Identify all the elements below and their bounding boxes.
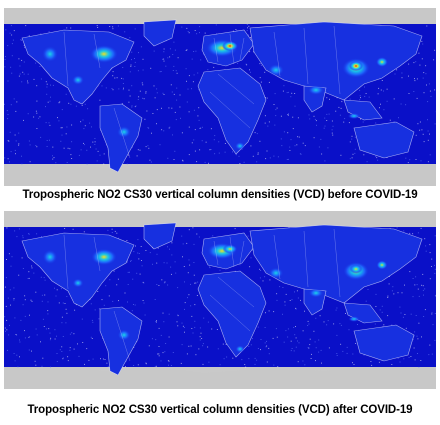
continent-se-asia [343, 302, 383, 324]
no2-map-after [4, 211, 436, 389]
caption-after: Tropospheric NO2 CS30 vertical column de… [27, 404, 413, 416]
country-borders [63, 25, 341, 159]
hotspot-south-africa [235, 345, 245, 353]
hotspot-india-north [308, 85, 324, 95]
arctic-cap [4, 8, 436, 24]
hotspot-mexico [72, 75, 84, 85]
hotspot-india-north [308, 288, 324, 298]
hotspot-china-core [349, 264, 363, 274]
hotspot-middle-east [268, 267, 284, 279]
hotspot-china-core [349, 61, 363, 71]
continent-south-america [99, 103, 143, 173]
continent-se-asia [343, 99, 383, 121]
hotspot-japan-korea [376, 57, 388, 67]
antarctica [4, 164, 436, 186]
hotspot-brazil-se [117, 126, 131, 138]
hotspot-us-west [42, 249, 58, 265]
continent-south-america [99, 306, 143, 376]
no2-map-before [4, 8, 436, 186]
continent-australia [353, 121, 415, 159]
hotspot-indonesia [348, 316, 360, 322]
antarctica [4, 367, 436, 389]
hotspot-us-west [42, 46, 58, 62]
continent-greenland [143, 19, 177, 47]
world-map-before [4, 8, 436, 186]
hotspot-europe-core [222, 41, 238, 51]
hotspot-indonesia [348, 113, 360, 119]
hotspot-mexico [72, 278, 84, 288]
arctic-cap [4, 211, 436, 227]
continent-greenland [143, 222, 177, 250]
world-map-after [4, 211, 436, 389]
hotspot-middle-east [268, 64, 284, 76]
no2-hotspots [42, 39, 388, 150]
country-borders [63, 228, 341, 362]
hotspot-europe-core [222, 244, 238, 254]
hotspot-us-east [90, 45, 118, 63]
hotspot-brazil-se [117, 329, 131, 341]
caption-before: Tropospheric NO2 CS30 vertical column de… [22, 189, 418, 201]
hotspot-south-africa [235, 142, 245, 150]
hotspot-us-east [91, 248, 117, 266]
hotspot-japan-korea [376, 260, 388, 270]
continent-australia [353, 324, 415, 362]
